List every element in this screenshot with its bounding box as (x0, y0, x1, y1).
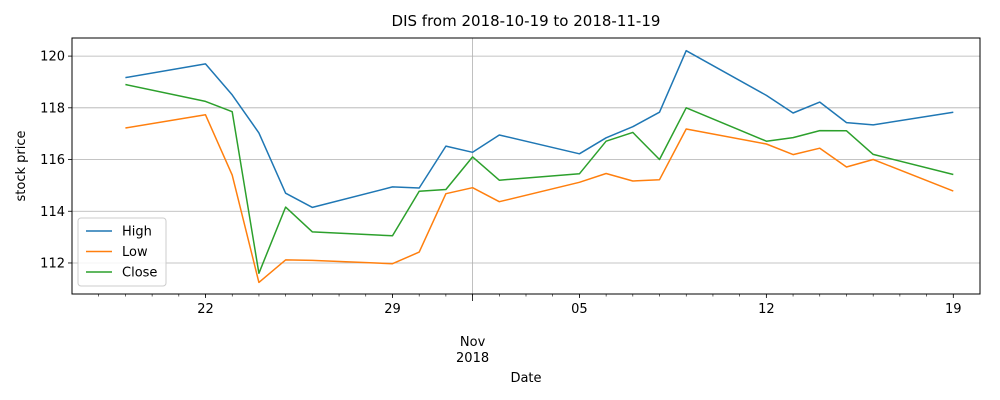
y-tick-label: 120 (40, 50, 65, 65)
y-tick-label: 116 (40, 153, 65, 168)
y-axis-title: stock price (14, 131, 29, 202)
chart-title: DIS from 2018-10-19 to 2018-11-19 (392, 12, 661, 30)
series-line-low (125, 114, 954, 284)
legend-box (77, 217, 167, 287)
x-tick-label: 05 (571, 302, 588, 317)
series-layer (125, 49, 954, 284)
legend-label-close: Close (122, 266, 157, 281)
y-tick-label: 112 (40, 256, 65, 271)
series-line-close (125, 83, 954, 275)
x-tick-label: 19 (945, 302, 962, 317)
x-tick-label: 22 (197, 302, 214, 317)
series-line-high (125, 49, 954, 209)
legend-label-low: Low (122, 245, 148, 260)
x-tick-label: 29 (384, 302, 401, 317)
x-major-tick-label-month: Nov (460, 335, 486, 350)
legend-label-high: High (122, 225, 152, 240)
x-major-tick-label-year: 2018 (456, 351, 489, 366)
x-axis-title: Date (510, 371, 541, 386)
legend: High Low Close (77, 217, 167, 287)
y-tick-label: 118 (40, 101, 65, 116)
y-tick-label: 114 (40, 205, 65, 220)
x-tick-label: 12 (758, 302, 775, 317)
